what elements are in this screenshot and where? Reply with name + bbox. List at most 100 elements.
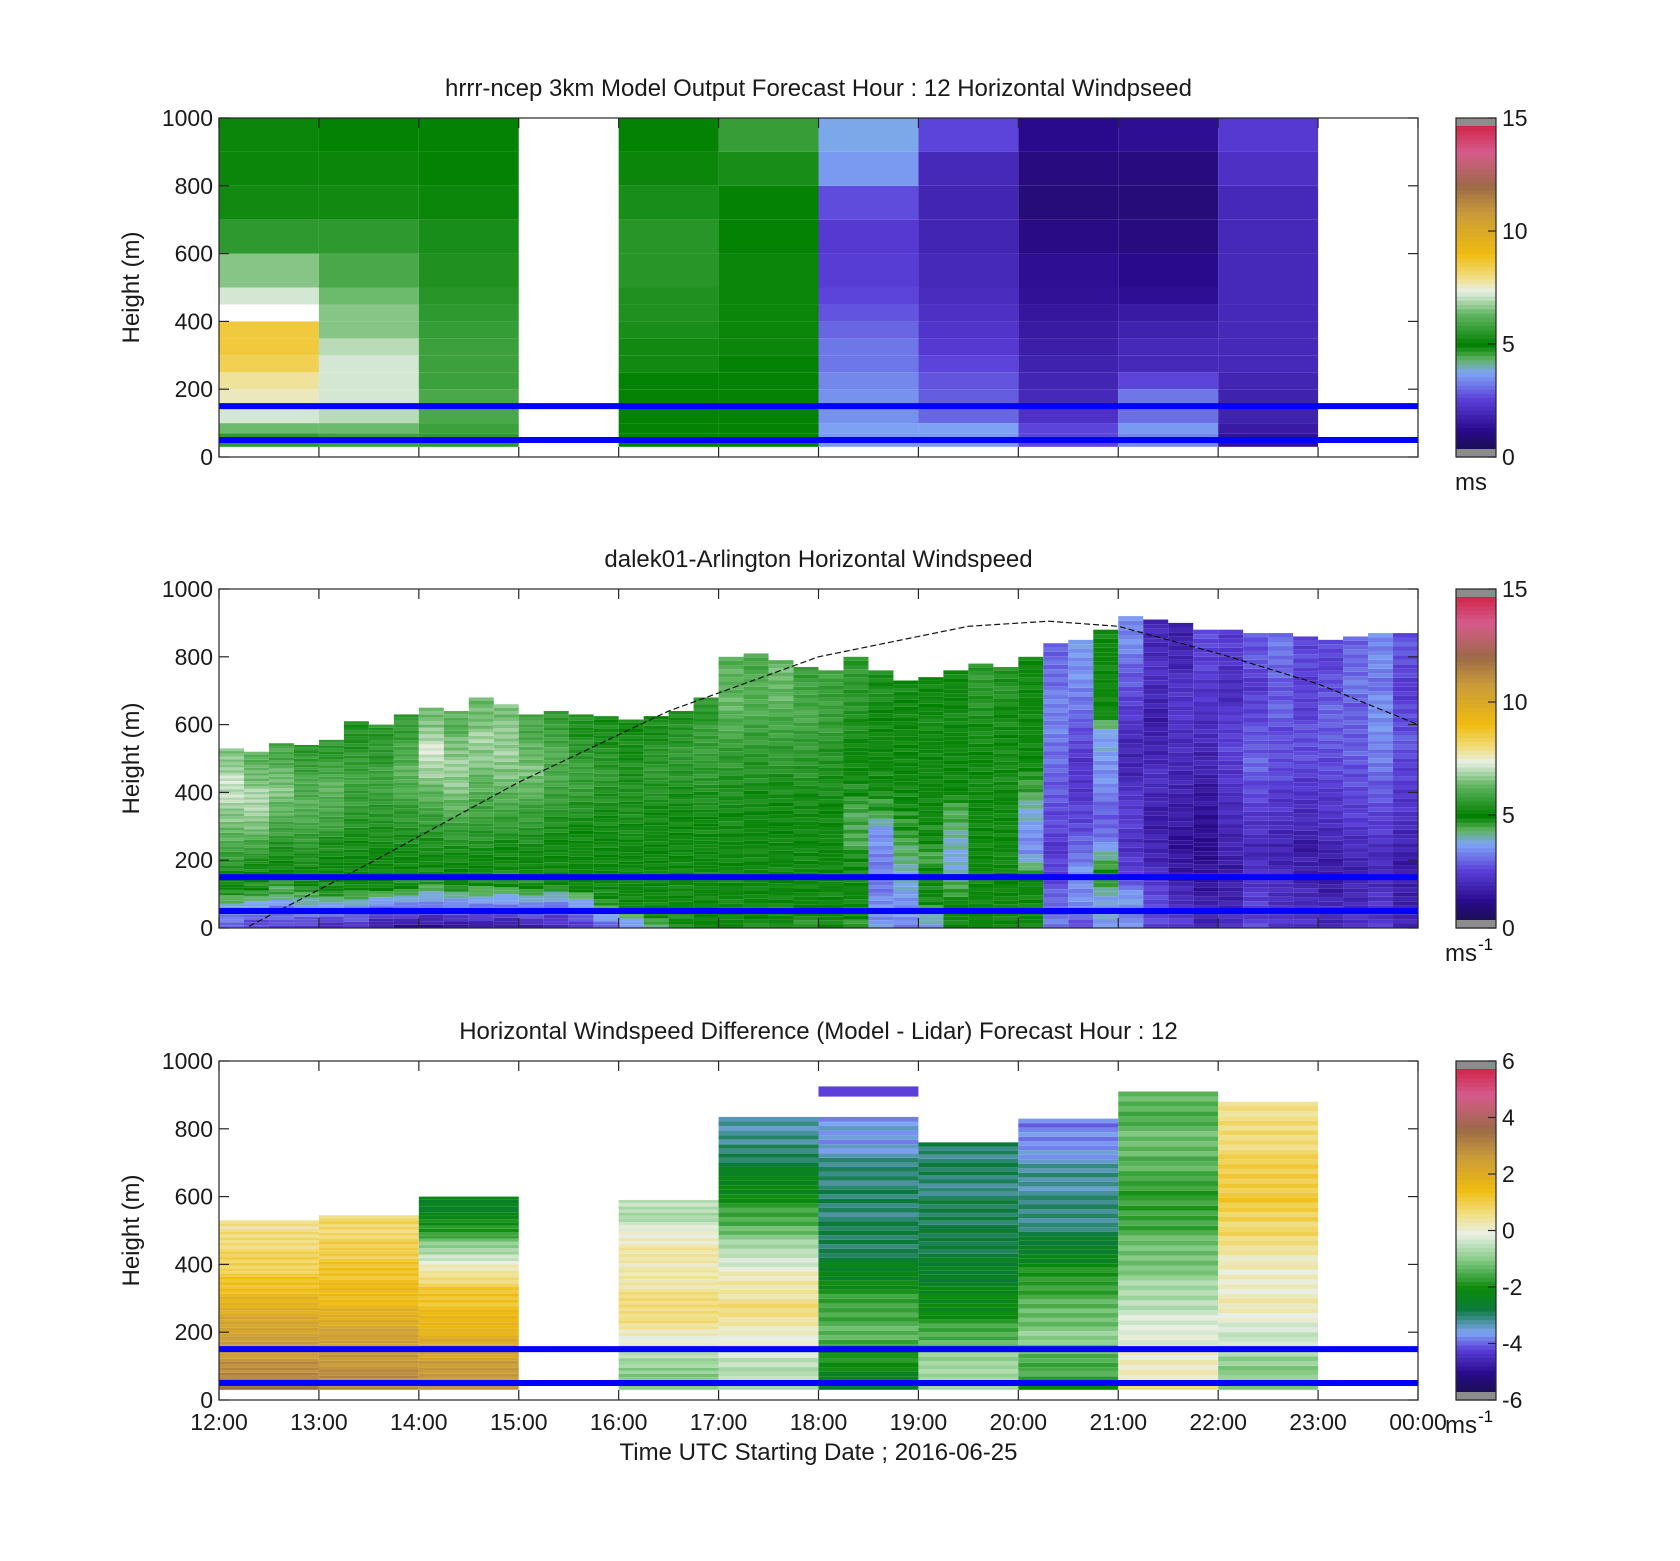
lidar-cell xyxy=(1343,654,1369,659)
lidar-cell xyxy=(268,902,294,906)
lidar-cell xyxy=(293,783,319,787)
lidar-cell xyxy=(1143,834,1169,840)
lidar-cell xyxy=(368,863,394,867)
lidar-cell xyxy=(1268,753,1294,759)
difference-cell xyxy=(318,1250,419,1254)
lidar-cell xyxy=(1043,776,1069,782)
lidar-cell xyxy=(1043,828,1069,834)
lidar-cell xyxy=(1218,670,1244,675)
lidar-cell xyxy=(718,734,744,739)
colorbar-segment xyxy=(1456,661,1496,666)
lidar-cell xyxy=(1318,897,1344,902)
lidar-cell xyxy=(668,865,694,869)
lidar-cell xyxy=(493,744,519,749)
lidar-cell xyxy=(268,846,294,850)
lidar-cell xyxy=(768,891,794,896)
lidar-cell xyxy=(793,738,819,743)
lidar-cell xyxy=(1293,892,1319,898)
lidar-cell xyxy=(893,733,919,737)
colorbar-segment xyxy=(1456,177,1496,183)
lidar-cell xyxy=(243,901,269,904)
model-cell xyxy=(1118,321,1219,339)
lidar-cell xyxy=(743,828,769,833)
colorbar-segment xyxy=(1456,431,1496,437)
lidar-cell xyxy=(543,835,569,840)
lidar-cell xyxy=(1143,778,1169,784)
lidar-cell xyxy=(1318,797,1344,802)
lidar-cell xyxy=(293,830,319,834)
lidar-cell xyxy=(993,825,1019,830)
lidar-cell xyxy=(443,789,469,794)
lidar-cell xyxy=(443,763,469,767)
lidar-cell xyxy=(518,889,544,893)
colorbar-segment xyxy=(1456,644,1496,649)
lidar-cell xyxy=(368,906,394,910)
model-cell xyxy=(1218,151,1319,186)
difference-cell xyxy=(219,1228,319,1232)
lidar-cell xyxy=(468,725,494,729)
lidar-cell xyxy=(618,776,644,780)
difference-cell xyxy=(618,1263,719,1267)
difference-cell xyxy=(418,1318,519,1323)
lidar-cell xyxy=(893,905,919,910)
model-cell xyxy=(219,185,319,220)
model-cell xyxy=(318,253,419,288)
lidar-cell xyxy=(568,811,594,815)
lidar-cell xyxy=(318,888,344,891)
panel-difference-colorbar-unit-exponent: -1 xyxy=(1478,1407,1493,1426)
lidar-cell xyxy=(943,896,969,901)
lidar-cell xyxy=(293,853,319,856)
lidar-cell xyxy=(393,840,419,844)
lidar-cell xyxy=(1018,895,1044,900)
lidar-cell xyxy=(618,754,644,758)
difference-cell xyxy=(318,1276,419,1280)
lidar-cell xyxy=(468,721,494,726)
difference-cell xyxy=(1218,1317,1319,1323)
lidar-cell xyxy=(1343,826,1369,831)
lidar-cell xyxy=(618,811,644,815)
lidar-cell xyxy=(618,839,644,843)
lidar-cell xyxy=(743,724,769,729)
lidar-cell xyxy=(893,864,919,869)
lidar-cell xyxy=(443,793,469,797)
difference-cell xyxy=(918,1241,1019,1246)
difference-cell xyxy=(418,1228,519,1233)
lidar-cell xyxy=(693,854,719,859)
lidar-cell xyxy=(1393,722,1418,727)
lidar-cell xyxy=(768,895,794,900)
lidar-cell xyxy=(843,693,869,698)
lidar-cell xyxy=(1393,865,1418,870)
lidar-cell xyxy=(1043,686,1069,691)
lidar-cell xyxy=(518,837,544,841)
colorbar-segment xyxy=(1456,1213,1496,1219)
lidar-cell xyxy=(343,834,369,838)
lidar-cell xyxy=(1218,855,1244,861)
lidar-cell xyxy=(643,809,669,813)
colorbar-segment xyxy=(1456,304,1496,310)
lidar-cell xyxy=(793,722,819,727)
lidar-cell xyxy=(1393,901,1418,906)
lidar-cell xyxy=(1268,704,1294,710)
lidar-cell xyxy=(219,892,244,896)
lidar-cell xyxy=(993,730,1019,735)
lidar-cell xyxy=(368,915,394,919)
lidar-cell xyxy=(219,783,244,787)
lidar-cell xyxy=(1218,738,1244,743)
lidar-cell xyxy=(493,731,519,735)
lidar-cell xyxy=(818,799,844,804)
lidar-cell xyxy=(718,915,744,920)
lidar-cell xyxy=(418,891,444,895)
colorbar-segment xyxy=(1456,745,1496,751)
lidar-cell xyxy=(318,788,344,792)
model-cell xyxy=(318,355,419,373)
lidar-cell xyxy=(1018,792,1044,797)
lidar-cell xyxy=(868,693,894,698)
lidar-cell xyxy=(1293,826,1319,831)
lidar-cell xyxy=(1093,751,1119,757)
difference-cell xyxy=(818,1226,919,1231)
lidar-cell xyxy=(718,751,744,756)
lidar-cell xyxy=(1318,783,1344,789)
lidar-cell xyxy=(468,872,494,876)
lidar-cell xyxy=(618,814,644,818)
lidar-cell xyxy=(493,727,519,732)
